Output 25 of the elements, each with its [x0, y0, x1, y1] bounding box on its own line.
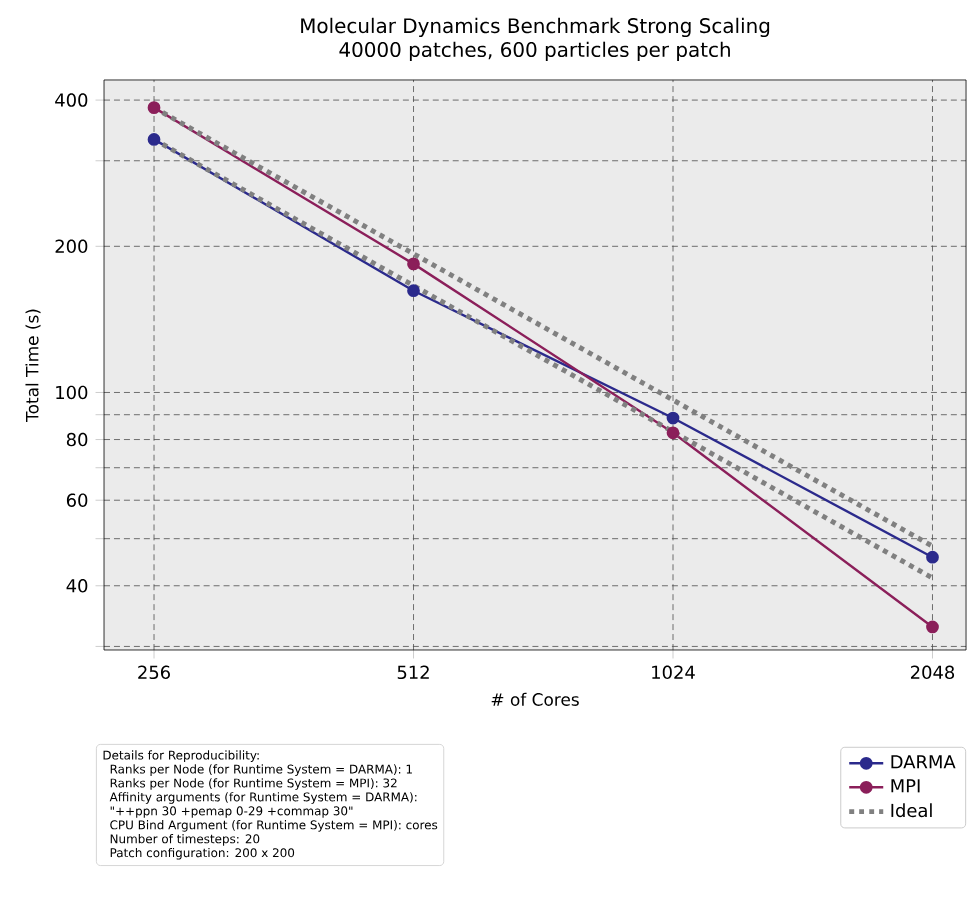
point [666, 411, 680, 425]
point [147, 101, 161, 114]
point [666, 426, 680, 440]
legend-label: DARMA [891, 755, 956, 769]
legend-label: Ideal [891, 803, 932, 818]
y-tick-label: 40 [66, 578, 88, 593]
y-tick-label: 200 [55, 239, 88, 254]
y-axis-title: Total Time (s) [25, 309, 41, 422]
x-tick-label: 2048 [910, 665, 955, 680]
x-tick-label: 1024 [652, 665, 695, 680]
point [407, 257, 420, 271]
legend-label: MPI [891, 779, 920, 793]
y-tick-label: 80 [66, 432, 88, 447]
chart-title: Molecular Dynamics Benchmark Strong Scaling [301, 17, 770, 38]
point [147, 133, 161, 146]
y-tick-label: 100 [56, 385, 88, 400]
x-axis-title: # of Cores [491, 692, 579, 706]
point [926, 620, 939, 634]
x-tick-label: 256 [138, 665, 170, 680]
y-tick-label: 400 [55, 93, 88, 107]
x-tick-label: 512 [397, 665, 429, 680]
y-tick-label: 60 [66, 493, 88, 508]
point [407, 284, 420, 298]
chart-subtitle: 40000 patches, 600 particles per patch [339, 41, 730, 61]
point [926, 550, 939, 564]
